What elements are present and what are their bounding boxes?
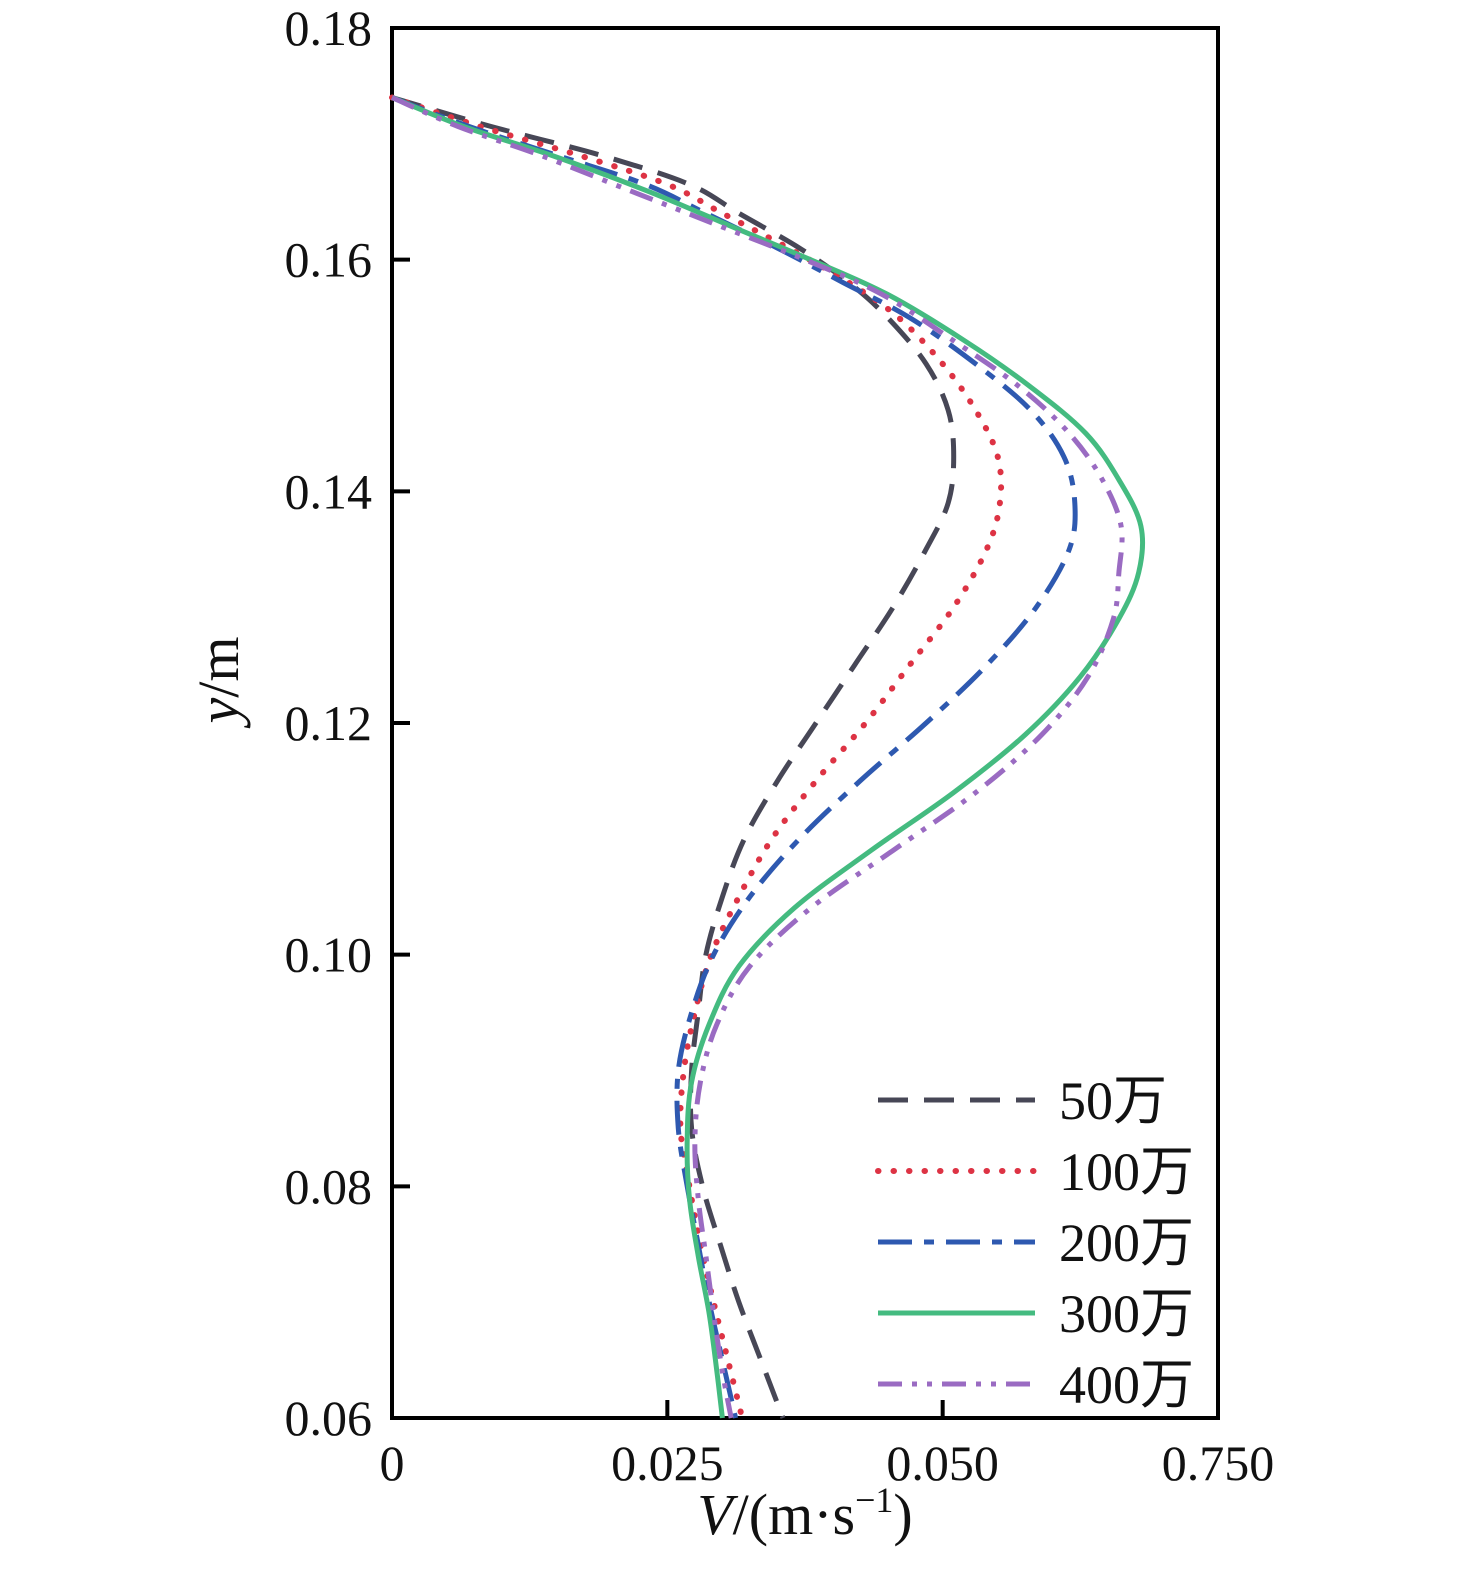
plot-frame <box>390 26 1220 1420</box>
y-tick-label: 0.18 <box>285 0 373 56</box>
y-axis-label: y/m <box>186 637 251 729</box>
legend-item-1: 100万 <box>875 1142 1194 1202</box>
legend-item-2: 200万 <box>878 1213 1194 1273</box>
axis-ticks <box>390 26 1220 1420</box>
series-line-4 <box>390 95 1125 1419</box>
y-tick-labels: 0.06 0.08 0.10 0.12 0.14 0.16 0.18 <box>285 0 373 1446</box>
x-tick-label: 0.050 <box>886 1435 999 1491</box>
legend-item-4: 400万 <box>878 1355 1194 1415</box>
y-tick-label: 0.06 <box>285 1390 373 1446</box>
legend-label-0: 50万 <box>1059 1071 1167 1131</box>
x-axis-label: V/(m·s−1) <box>697 1480 913 1547</box>
x-tick-label: 0.750 <box>1162 1435 1275 1491</box>
legend-label-3: 300万 <box>1059 1284 1194 1344</box>
legend-item-0: 50万 <box>878 1071 1167 1131</box>
y-tick-label: 0.14 <box>285 463 373 519</box>
x-tick-label: 0.025 <box>611 1435 724 1491</box>
x-tick-label: 0 <box>380 1435 405 1491</box>
series-line-1 <box>389 94 1005 1421</box>
legend-label-1: 100万 <box>1059 1142 1194 1202</box>
y-tick-label: 0.16 <box>285 232 373 288</box>
series-line-2 <box>391 95 1078 1419</box>
y-tick-label: 0.12 <box>285 695 373 751</box>
x-tick-labels: 0 0.025 0.050 0.750 <box>380 1435 1275 1491</box>
y-tick-label: 0.10 <box>285 927 373 983</box>
series-line-3 <box>391 95 1146 1419</box>
series-group <box>389 94 1146 1421</box>
legend-item-3: 300万 <box>878 1284 1194 1344</box>
y-tick-label: 0.08 <box>285 1158 373 1214</box>
legend-label-4: 400万 <box>1059 1355 1194 1415</box>
legend: 50万 100万 200万 300万 400万 <box>875 1071 1194 1415</box>
legend-label-2: 200万 <box>1059 1213 1194 1273</box>
series-line-0 <box>391 95 957 1419</box>
